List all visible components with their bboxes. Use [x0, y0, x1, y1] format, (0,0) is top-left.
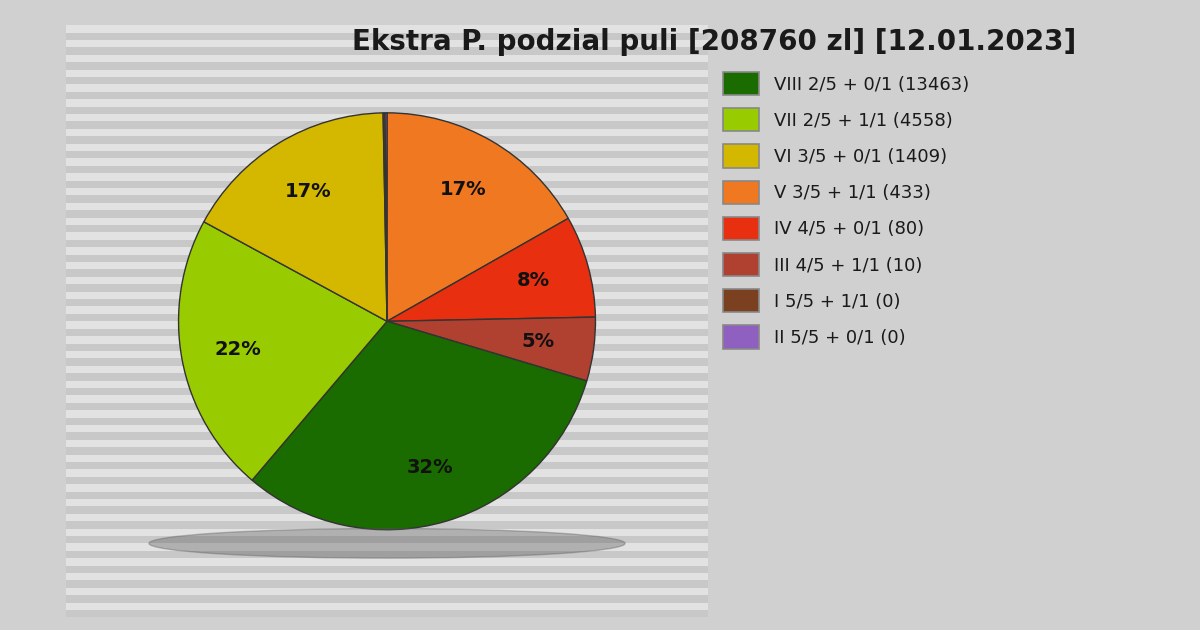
Bar	[66, 499, 708, 507]
Bar	[66, 314, 708, 321]
Bar	[66, 40, 708, 47]
Bar	[66, 521, 708, 529]
Bar	[66, 114, 708, 122]
Bar	[66, 536, 708, 543]
Bar	[66, 432, 708, 440]
Bar	[66, 343, 708, 351]
Bar	[66, 514, 708, 521]
Bar	[66, 447, 708, 455]
Bar	[66, 70, 708, 77]
Bar	[66, 477, 708, 484]
Bar	[66, 299, 708, 307]
Bar	[66, 284, 708, 292]
Bar	[66, 410, 708, 418]
Bar	[66, 122, 708, 129]
Bar	[66, 84, 708, 92]
Bar	[66, 92, 708, 100]
Bar	[66, 491, 708, 499]
Ellipse shape	[149, 529, 625, 558]
Bar	[66, 580, 708, 588]
Bar	[66, 129, 708, 136]
Bar	[66, 262, 708, 270]
Wedge shape	[383, 113, 388, 321]
Bar	[66, 365, 708, 373]
Bar	[66, 321, 708, 329]
Bar	[66, 455, 708, 462]
Bar	[66, 588, 708, 595]
Bar	[66, 595, 708, 602]
Bar	[66, 336, 708, 343]
Bar	[66, 136, 708, 144]
Bar	[66, 351, 708, 358]
Bar	[66, 388, 708, 396]
Bar	[66, 240, 708, 248]
Wedge shape	[204, 113, 388, 321]
Bar	[66, 462, 708, 469]
Bar	[66, 610, 708, 617]
Bar	[66, 373, 708, 381]
Bar	[66, 188, 708, 195]
Bar	[66, 218, 708, 225]
Bar	[66, 47, 708, 55]
Wedge shape	[252, 321, 587, 530]
Text: Ekstra P. podzial puli [208760 zl] [12.01.2023]: Ekstra P. podzial puli [208760 zl] [12.0…	[352, 28, 1076, 56]
Bar	[66, 173, 708, 181]
Text: 5%: 5%	[521, 332, 554, 352]
Bar	[66, 255, 708, 262]
Bar	[66, 100, 708, 106]
Bar	[66, 469, 708, 477]
Wedge shape	[179, 222, 388, 480]
Bar	[66, 225, 708, 232]
Bar	[66, 358, 708, 365]
Bar	[66, 292, 708, 299]
Bar	[66, 248, 708, 255]
Bar	[66, 440, 708, 447]
Bar	[66, 529, 708, 536]
Bar	[66, 159, 708, 166]
Bar	[66, 55, 708, 62]
Bar	[66, 307, 708, 314]
Text: 32%: 32%	[407, 457, 454, 477]
Bar	[66, 210, 708, 218]
Wedge shape	[388, 317, 595, 381]
Bar	[66, 551, 708, 558]
Bar	[66, 573, 708, 580]
Bar	[66, 203, 708, 210]
Bar	[66, 329, 708, 336]
Bar	[66, 396, 708, 403]
Bar	[66, 106, 708, 114]
Wedge shape	[388, 219, 595, 321]
Wedge shape	[385, 113, 388, 321]
Bar	[66, 25, 708, 33]
Bar	[66, 270, 708, 277]
Bar	[66, 33, 708, 40]
Bar	[66, 484, 708, 491]
Bar	[66, 232, 708, 240]
Bar	[66, 507, 708, 514]
Bar	[66, 144, 708, 151]
Wedge shape	[386, 113, 569, 321]
Bar	[66, 558, 708, 566]
Bar	[66, 151, 708, 158]
Bar	[66, 277, 708, 284]
Bar	[66, 166, 708, 173]
Text: 17%: 17%	[284, 181, 331, 201]
Legend: VIII 2/5 + 0/1 (13463), VII 2/5 + 1/1 (4558), VI 3/5 + 0/1 (1409), V 3/5 + 1/1 (: VIII 2/5 + 0/1 (13463), VII 2/5 + 1/1 (4…	[724, 72, 968, 348]
Bar	[66, 77, 708, 84]
Bar	[66, 543, 708, 551]
Bar	[66, 602, 708, 610]
Bar	[66, 381, 708, 388]
Bar	[66, 195, 708, 203]
Bar	[66, 403, 708, 410]
Bar	[66, 62, 708, 70]
Bar	[66, 425, 708, 432]
Text: 17%: 17%	[440, 180, 487, 199]
Text: 22%: 22%	[214, 340, 260, 358]
Text: 8%: 8%	[517, 272, 551, 290]
Bar	[66, 181, 708, 188]
Bar	[66, 418, 708, 425]
Bar	[66, 566, 708, 573]
